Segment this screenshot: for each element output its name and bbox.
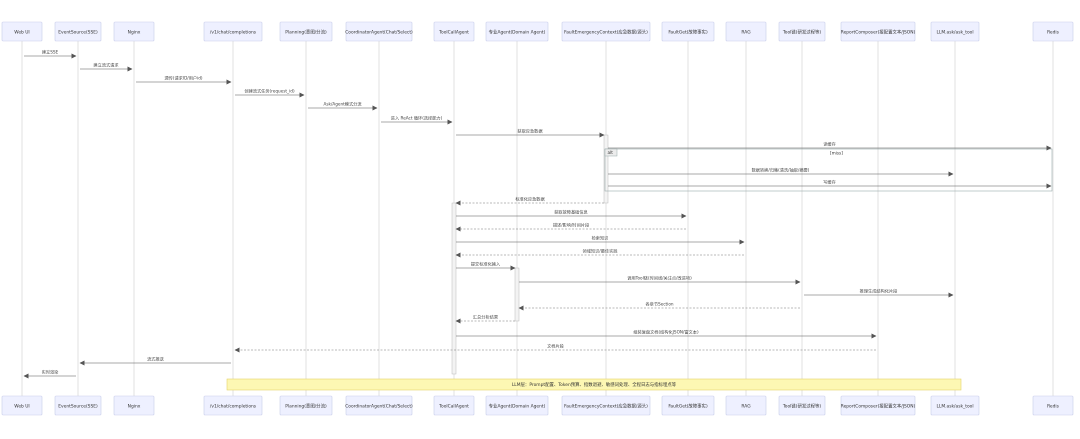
participant-label-bottom-web-ui-0: Web UI xyxy=(14,403,29,409)
participant-box-bottom-faultemergencycontext-8 xyxy=(561,395,651,416)
participant-label-bottom-coordinatoragent-chat-select-5: CoordinatorAgent(Chat/Select) xyxy=(345,403,413,409)
message-label-6: 获取应急数据 xyxy=(517,128,542,135)
message-label-2: 透传(请求ID/用户id) xyxy=(164,75,202,82)
activation-bar-2 xyxy=(514,267,520,322)
participant-label-top-toolcallagent-6: ToolCallAgent xyxy=(438,29,469,35)
message-label-21: 文档片段 xyxy=(547,343,565,350)
llm-layer-note xyxy=(226,378,962,391)
participant-box-top-redis-14 xyxy=(1032,21,1074,42)
participant-box-bottom-reportcomposer-json-12 xyxy=(840,395,916,416)
message-label-3: 创建流式任务(request_id) xyxy=(244,88,295,95)
message-label-23: 实时渲染 xyxy=(42,369,60,376)
participant-label-top-coordinatoragent-chat-select-5: CoordinatorAgent(Chat/Select) xyxy=(345,29,413,35)
message-label-22: 流式推送 xyxy=(147,356,165,363)
participant-label-top-tool-11: Tool链(研发过程等) xyxy=(782,28,822,35)
participant-box-top-v1-chat-completions-3 xyxy=(203,21,263,42)
participant-box-top-reportcomposer-json-12 xyxy=(840,21,916,42)
participant-label-top-reportcomposer-json-12: ReportComposer(报配置文本/JSON) xyxy=(841,28,916,35)
participant-box-bottom-redis-14 xyxy=(1032,395,1074,416)
message-label-9: 写缓存 xyxy=(823,179,836,186)
llm-layer-note-text: LLM层：Prompt配置、Token预算、指数退避、敏感词处理、全程日志与指标… xyxy=(512,381,677,388)
participant-label-top-llm-ask-ask-tool-13: LLM.ask/ask_tool xyxy=(936,29,973,35)
message-label-12: 描述/影响/时间片段 xyxy=(553,222,590,229)
message-label-16: 调用Tool链(时间线/关注点/改进项) xyxy=(627,275,692,282)
participant-label-bottom-agent-domain-agent-7: 专业Agent(Domain Agent) xyxy=(489,402,546,409)
participant-label-bottom-eventsource-sse-1: EventSource(SSE) xyxy=(58,403,98,409)
participant-label-top-rag-10: RAG xyxy=(741,29,751,35)
participant-box-bottom-faultget-9 xyxy=(661,395,715,416)
activation-bar-1 xyxy=(603,134,609,204)
participant-box-bottom-eventsource-sse-1 xyxy=(54,395,102,416)
message-label-18: 各章节Section xyxy=(645,301,673,308)
participant-box-bottom-agent-domain-agent-7 xyxy=(485,395,549,416)
participant-box-bottom-rag-10 xyxy=(725,395,767,416)
message-label-17: 推理生成结构化片段 xyxy=(860,288,899,295)
participant-box-top-eventsource-sse-1 xyxy=(54,21,102,42)
message-label-11: 获取故障基础信息 xyxy=(554,209,588,216)
participant-label-bottom-faultget-9: FaultGet(故障事实) xyxy=(668,402,708,409)
participant-label-top-web-ui-0: Web UI xyxy=(14,29,29,35)
message-label-10: 标准化应急数据 xyxy=(515,196,544,203)
alt-frame xyxy=(604,148,1053,192)
participant-box-bottom-planning-4 xyxy=(279,395,333,416)
message-label-13: 检索知识 xyxy=(592,235,609,242)
message-label-14: 领域知识/最佳实践 xyxy=(583,248,619,255)
participant-box-top-tool-11 xyxy=(778,21,826,42)
participant-label-top-nginx-2: Nginx xyxy=(128,29,141,35)
participant-box-top-faultget-9 xyxy=(661,21,715,42)
participant-label-bottom-faultemergencycontext-8: FaultEmergencyContext(应急数据/源头) xyxy=(564,402,648,409)
message-label-5: 进入 ReAct 循环(选择能力) xyxy=(391,115,443,122)
alt-frame-condition: [miss] xyxy=(830,151,843,156)
message-label-1: 建立流式请求 xyxy=(93,62,119,69)
participant-label-bottom-v1-chat-completions-3: /v1/chat/completions xyxy=(210,403,257,409)
message-label-4: Ask/Agent模式分流 xyxy=(323,101,362,108)
message-label-0: 建立SSE xyxy=(42,49,59,56)
participant-label-bottom-reportcomposer-json-12: ReportComposer(报配置文本/JSON) xyxy=(841,402,916,409)
message-label-15: 提交标准化输入 xyxy=(471,261,501,268)
participant-box-bottom-v1-chat-completions-3 xyxy=(203,395,263,416)
participant-box-bottom-nginx-2 xyxy=(113,395,155,416)
participant-label-bottom-planning-4: Planning(意图/分流) xyxy=(285,402,327,409)
alt-frame-tag xyxy=(604,148,618,157)
participant-label-top-v1-chat-completions-3: /v1/chat/completions xyxy=(210,29,257,35)
participant-box-top-faultemergencycontext-8 xyxy=(561,21,651,42)
participant-label-top-faultemergencycontext-8: FaultEmergencyContext(应急数据/源头) xyxy=(564,28,648,35)
message-label-8: 数据转换/归集(清洗/抽取/摘要) xyxy=(752,167,810,174)
participant-box-bottom-web-ui-0 xyxy=(1,395,43,416)
participant-box-bottom-llm-ask-ask-tool-13 xyxy=(930,395,980,416)
participant-box-top-agent-domain-agent-7 xyxy=(485,21,549,42)
participant-label-bottom-llm-ask-ask-tool-13: LLM.ask/ask_tool xyxy=(936,403,973,409)
participant-box-top-planning-4 xyxy=(279,21,333,42)
participant-label-bottom-rag-10: RAG xyxy=(741,403,751,409)
participant-label-bottom-redis-14: Redis xyxy=(1047,403,1060,409)
participant-box-top-rag-10 xyxy=(725,21,767,42)
participant-box-top-nginx-2 xyxy=(113,21,155,42)
activation-bar-0 xyxy=(451,202,457,375)
message-label-20: 组装复盘文档(结构化JSON/富文本) xyxy=(633,329,699,336)
participant-box-top-llm-ask-ask-tool-13 xyxy=(930,21,980,42)
participant-label-top-eventsource-sse-1: EventSource(SSE) xyxy=(58,29,98,35)
participant-label-top-agent-domain-agent-7: 专业Agent(Domain Agent) xyxy=(489,28,546,35)
participant-box-bottom-coordinatoragent-chat-select-5 xyxy=(345,395,413,416)
participant-label-bottom-tool-11: Tool链(研发过程等) xyxy=(782,402,822,409)
participant-box-top-web-ui-0 xyxy=(1,21,43,42)
participant-label-top-faultget-9: FaultGet(故障事实) xyxy=(668,28,708,35)
participant-label-top-planning-4: Planning(意图/分流) xyxy=(285,28,327,35)
message-label-19: 汇总分析结果 xyxy=(473,314,499,321)
participant-box-bottom-tool-11 xyxy=(778,395,826,416)
participant-label-top-redis-14: Redis xyxy=(1047,29,1060,35)
participant-box-bottom-toolcallagent-6 xyxy=(433,395,475,416)
participant-label-bottom-nginx-2: Nginx xyxy=(128,403,141,409)
alt-frame-tag-label: alt xyxy=(608,150,614,155)
participant-box-top-coordinatoragent-chat-select-5 xyxy=(345,21,413,42)
participant-box-top-toolcallagent-6 xyxy=(433,21,475,42)
participant-label-bottom-toolcallagent-6: ToolCallAgent xyxy=(438,403,469,409)
message-label-7: 读缓存 xyxy=(823,141,836,148)
